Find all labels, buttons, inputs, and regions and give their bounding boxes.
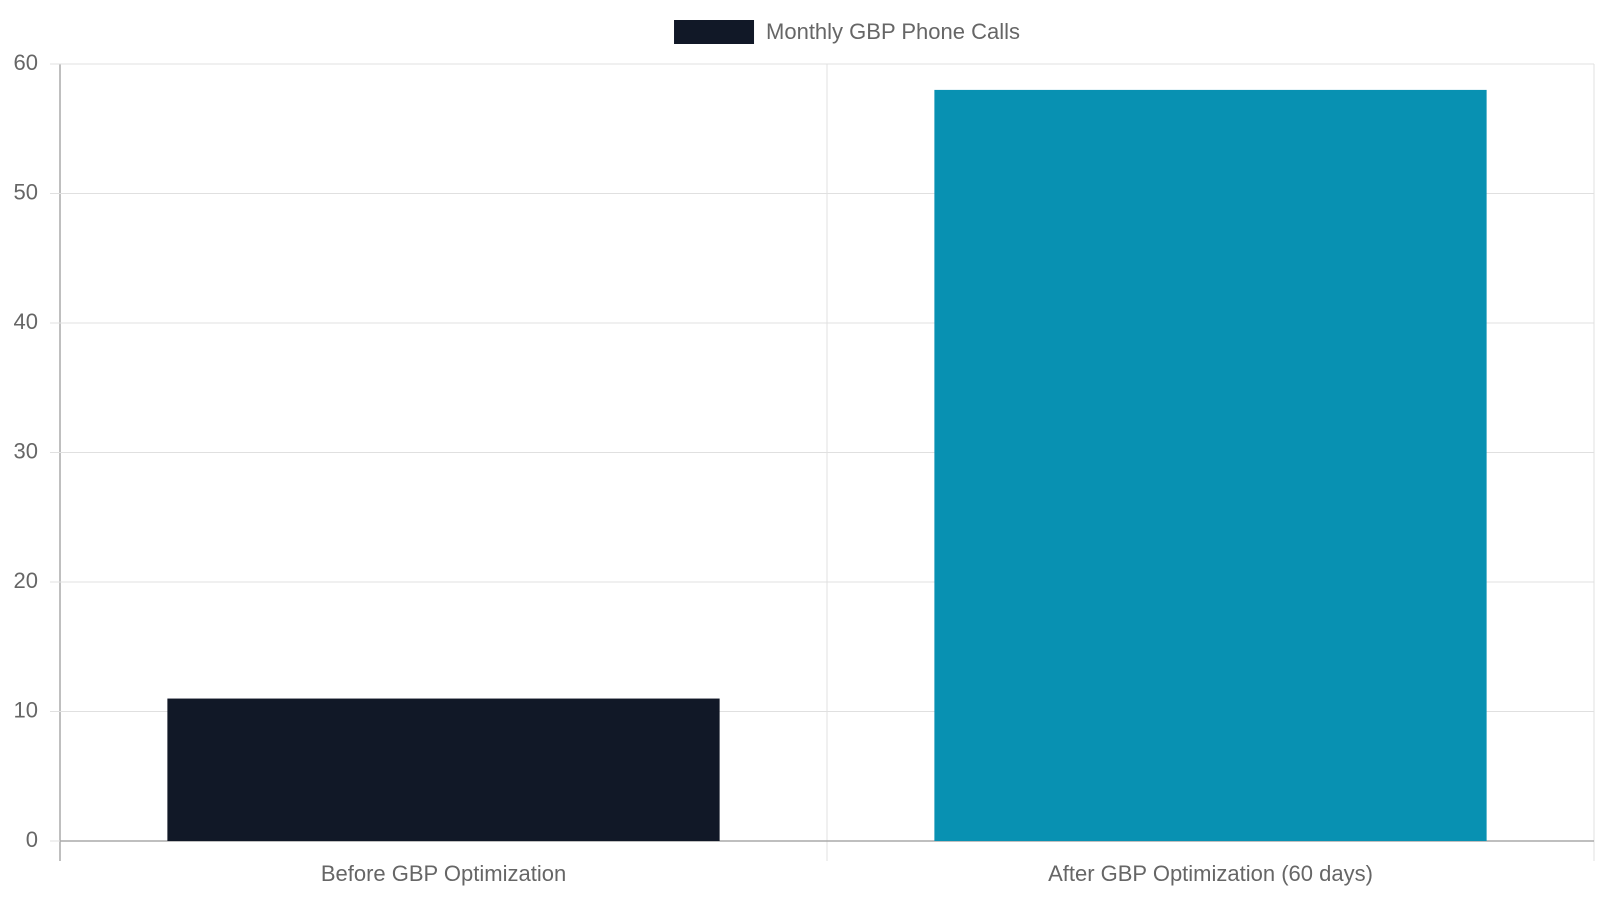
bar bbox=[167, 698, 720, 841]
legend-label: Monthly GBP Phone Calls bbox=[766, 19, 1020, 44]
y-tick-label: 40 bbox=[14, 309, 38, 334]
legend-swatch bbox=[674, 20, 755, 44]
y-tick-label: 60 bbox=[14, 50, 38, 75]
bar bbox=[934, 89, 1487, 841]
y-tick-label: 10 bbox=[14, 697, 38, 722]
x-tick-label: After GBP Optimization (60 days) bbox=[1048, 861, 1373, 886]
y-tick-label: 50 bbox=[14, 179, 38, 204]
legend: Monthly GBP Phone Calls bbox=[674, 19, 1020, 44]
y-tick-label: 30 bbox=[14, 438, 38, 463]
x-tick-label: Before GBP Optimization bbox=[321, 861, 566, 886]
y-tick-label: 0 bbox=[26, 827, 38, 852]
y-tick-label: 20 bbox=[14, 568, 38, 593]
